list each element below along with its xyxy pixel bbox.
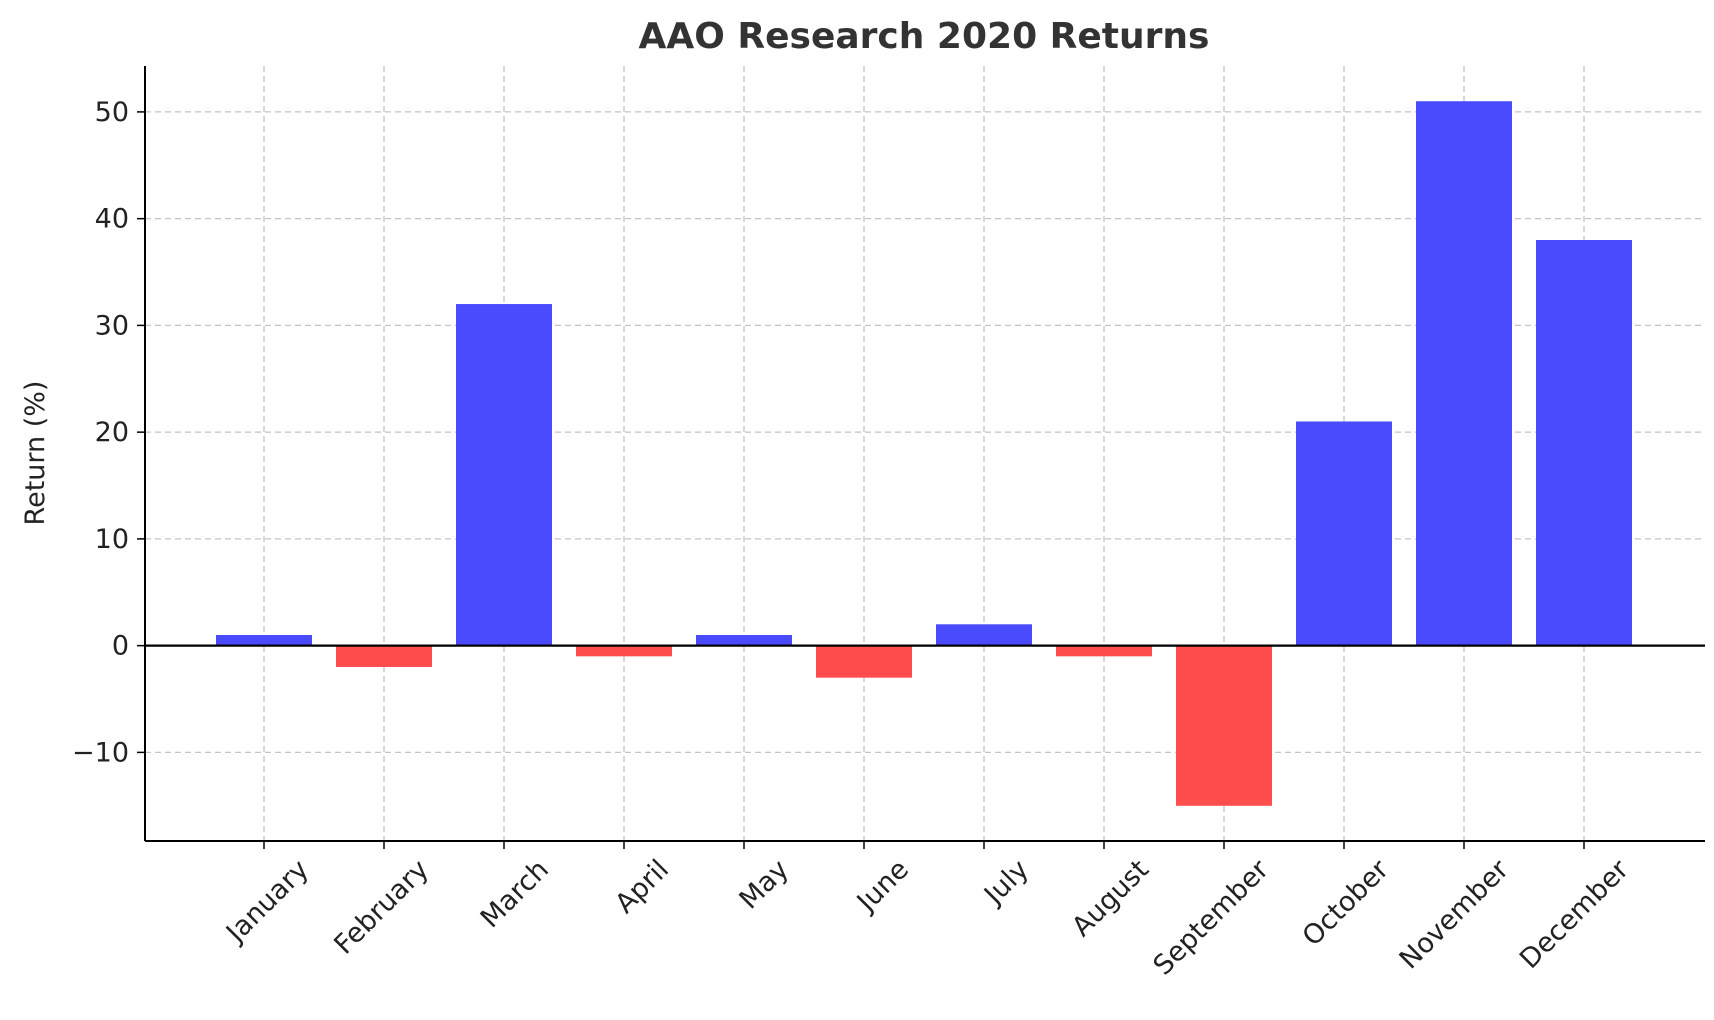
bar <box>1056 645 1152 657</box>
bar <box>696 634 792 646</box>
bar <box>936 624 1032 646</box>
bar <box>1176 645 1272 806</box>
y-tick-label: 50 <box>95 97 129 128</box>
y-axis-label: Return (%) <box>20 381 51 526</box>
bar <box>456 304 552 646</box>
x-tick-label: October <box>1297 853 1396 952</box>
y-tick-label: 30 <box>95 310 129 341</box>
y-tick-label: 10 <box>95 524 129 555</box>
y-tick-label: 20 <box>95 417 129 448</box>
bar <box>1296 421 1392 646</box>
bar <box>576 645 672 657</box>
x-tick-label: July <box>977 854 1035 912</box>
y-tick-label: 0 <box>112 631 129 662</box>
x-tick-label: May <box>734 854 795 915</box>
chart-title: AAO Research 2020 Returns <box>639 16 1210 57</box>
x-tick-label: June <box>850 854 915 919</box>
bar <box>216 634 312 646</box>
bar <box>336 645 432 667</box>
x-tick-label: March <box>475 854 555 934</box>
bar <box>1416 101 1512 646</box>
bars <box>216 101 1632 806</box>
x-tick-label: December <box>1514 853 1636 975</box>
y-tick-label: −10 <box>72 737 129 768</box>
axes <box>137 66 1705 849</box>
y-tick-label: 40 <box>95 204 129 235</box>
x-tick-label: August <box>1066 854 1155 943</box>
x-tick-label: April <box>609 854 675 920</box>
x-tick-label: November <box>1394 853 1516 975</box>
bar <box>816 645 912 678</box>
x-tick-label: January <box>219 854 315 950</box>
x-tick-label: February <box>328 854 435 961</box>
bar <box>1536 240 1632 646</box>
x-tick-label: September <box>1147 853 1275 981</box>
